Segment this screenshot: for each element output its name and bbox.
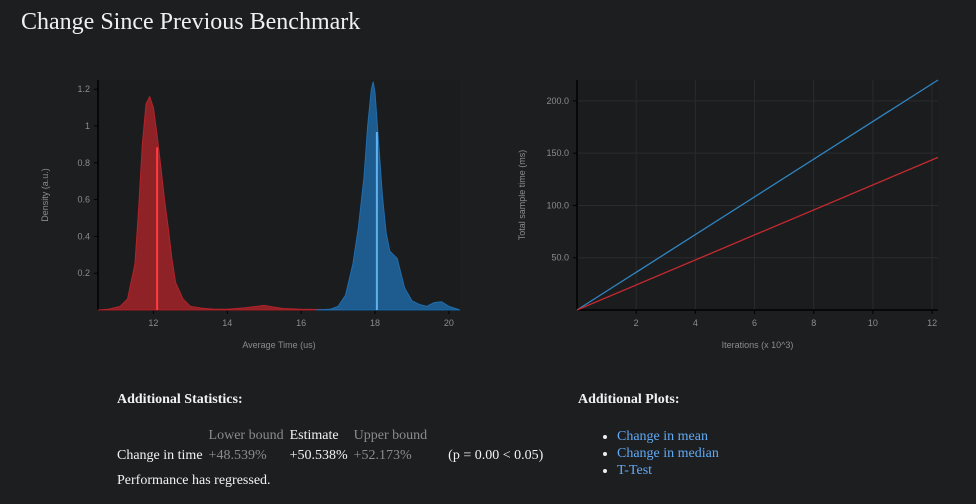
x-tick-label: 20 bbox=[444, 318, 454, 328]
x-tick-label: 6 bbox=[752, 318, 757, 328]
x-tick-label: 16 bbox=[296, 318, 306, 328]
y-tick-label: 0.4 bbox=[77, 231, 90, 241]
verdict-text: Performance has regressed. bbox=[117, 473, 271, 488]
header-estimate: Estimate bbox=[289, 428, 339, 443]
additional-statistics-title: Additional Statistics: bbox=[117, 392, 243, 407]
base-regression-line bbox=[576, 156, 939, 311]
y-tick-label: 50.0 bbox=[551, 253, 569, 263]
p-value: (p = 0.00 < 0.05) bbox=[448, 448, 544, 463]
x-axis-label: Iterations (x 10^3) bbox=[722, 340, 794, 350]
base-density-area bbox=[97, 95, 346, 311]
y-tick-label: 0.8 bbox=[77, 158, 90, 168]
y-tick-label: 1.2 bbox=[77, 84, 90, 94]
table-row: Change in time +48.539% +50.538% +52.173… bbox=[114, 446, 546, 466]
t-test-link[interactable]: T-Test bbox=[617, 463, 653, 478]
x-tick-label: 8 bbox=[811, 318, 816, 328]
y-tick-label: 1 bbox=[85, 121, 90, 131]
change-in-mean-link[interactable]: Change in mean bbox=[617, 429, 708, 444]
x-tick-label: 10 bbox=[868, 318, 878, 328]
y-tick-label: 150.0 bbox=[546, 148, 569, 158]
header-spacer bbox=[430, 426, 546, 446]
x-tick-label: 18 bbox=[370, 318, 380, 328]
regression-chart: 2 4 6 8 10 12 50.0 100.0 150.0 200.0 Iterations (x… bbox=[517, 79, 939, 350]
list-item: T-Test bbox=[617, 462, 719, 479]
new-regression-line bbox=[576, 79, 939, 311]
page-title: Change Since Previous Benchmark bbox=[21, 9, 361, 35]
lower-bound-value: +48.539% bbox=[208, 448, 267, 463]
y-axis-label: Density (a.u.) bbox=[40, 168, 50, 222]
statistics-table: Lower bound Estimate Upper bound Change … bbox=[114, 426, 546, 466]
x-tick-label: 12 bbox=[148, 318, 158, 328]
header-lower-bound: Lower bound bbox=[208, 428, 284, 443]
additional-plots-list: Change in mean Change in median T-Test bbox=[600, 428, 719, 479]
x-tick-label: 12 bbox=[927, 318, 937, 328]
list-item: Change in median bbox=[617, 445, 719, 462]
change-in-median-link[interactable]: Change in median bbox=[617, 446, 719, 461]
new-density-area bbox=[315, 81, 461, 311]
y-axis-label: Total sample time (ms) bbox=[517, 150, 527, 241]
x-axis-label: Average Time (us) bbox=[242, 340, 315, 350]
row-label: Change in time bbox=[117, 448, 203, 463]
y-tick-label: 100.0 bbox=[546, 200, 569, 210]
y-tick-label: 200.0 bbox=[546, 96, 569, 106]
pdf-chart: 12 14 16 18 20 0.2 0.4 0.6 0.8 1 1.2 Average Time (… bbox=[40, 80, 461, 350]
y-tick-label: 0.2 bbox=[77, 268, 90, 278]
x-tick-label: 4 bbox=[693, 318, 698, 328]
x-tick-label: 2 bbox=[634, 318, 639, 328]
estimate-value: +50.538% bbox=[289, 448, 348, 463]
upper-bound-value: +52.173% bbox=[353, 448, 412, 463]
table-header-row: Lower bound Estimate Upper bound bbox=[114, 426, 546, 446]
additional-plots-title: Additional Plots: bbox=[578, 392, 680, 407]
header-upper-bound: Upper bound bbox=[353, 428, 428, 443]
list-item: Change in mean bbox=[617, 428, 719, 445]
header-blank bbox=[114, 426, 206, 446]
y-tick-label: 0.6 bbox=[77, 195, 90, 205]
x-tick-label: 14 bbox=[222, 318, 232, 328]
